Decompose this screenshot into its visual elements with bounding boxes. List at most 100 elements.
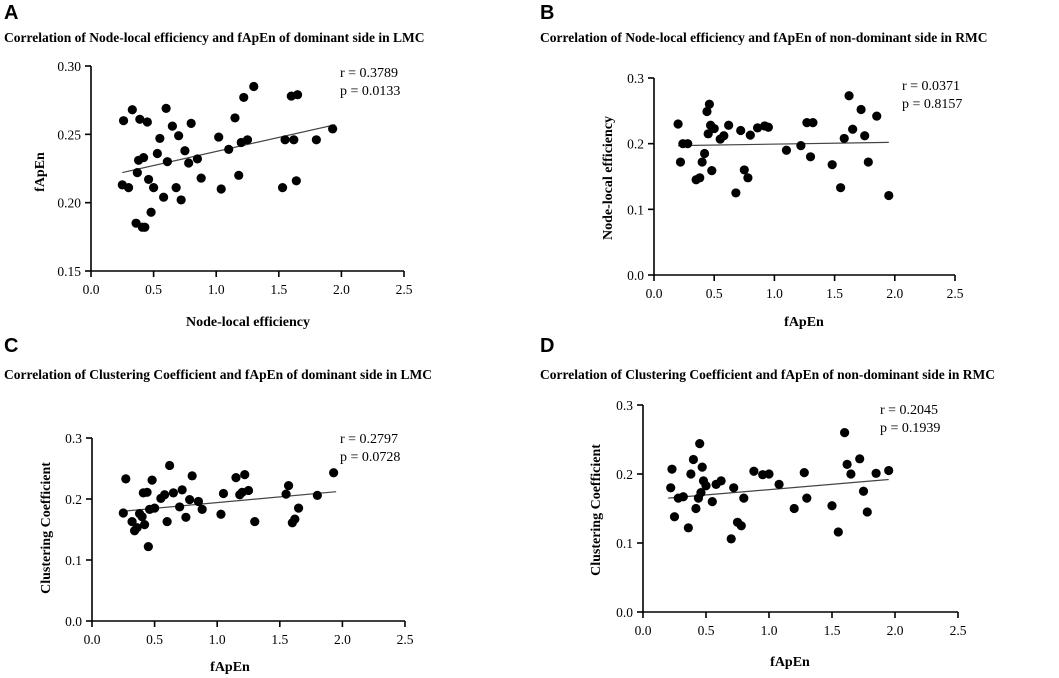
x-tick-label: 2.0 bbox=[886, 286, 903, 301]
y-tick-label: 0.1 bbox=[65, 553, 82, 568]
x-tick-label: 1.5 bbox=[824, 623, 841, 638]
data-point bbox=[675, 157, 686, 167]
r-value: r = 0.0371 bbox=[902, 79, 960, 94]
x-tick-label: 1.5 bbox=[270, 282, 287, 297]
data-point bbox=[846, 469, 856, 479]
data-point bbox=[808, 118, 818, 128]
data-point bbox=[142, 487, 152, 497]
data-point bbox=[132, 523, 142, 533]
data-point bbox=[176, 195, 186, 205]
x-tick-label: 0.0 bbox=[646, 286, 663, 301]
panel-title: Correlation of Node-local efficiency and… bbox=[540, 30, 988, 45]
data-point bbox=[250, 516, 260, 527]
data-point bbox=[181, 512, 191, 522]
regression-line bbox=[678, 141, 889, 147]
x-axis-label: fApEn bbox=[210, 660, 250, 675]
x-tick-label: 1.0 bbox=[209, 632, 226, 647]
data-point bbox=[277, 183, 288, 193]
x-tick-label: 0.5 bbox=[145, 282, 162, 297]
data-point bbox=[691, 503, 701, 514]
data-point bbox=[749, 466, 759, 476]
y-tick-label: 0.2 bbox=[616, 467, 633, 482]
data-point bbox=[292, 90, 303, 100]
data-point bbox=[243, 485, 254, 496]
data-point bbox=[291, 176, 301, 186]
x-tick-label: 2.0 bbox=[334, 632, 351, 647]
x-tick-label: 2.5 bbox=[396, 282, 413, 297]
data-point bbox=[848, 124, 858, 134]
data-point bbox=[175, 502, 185, 512]
data-point bbox=[872, 111, 882, 121]
data-point bbox=[159, 192, 169, 202]
data-point bbox=[739, 493, 749, 503]
data-point bbox=[701, 481, 711, 491]
data-point bbox=[231, 473, 241, 483]
data-point bbox=[118, 508, 128, 518]
data-point bbox=[185, 495, 195, 505]
y-tick-label: 0.3 bbox=[627, 71, 644, 86]
data-point bbox=[862, 507, 872, 517]
data-point bbox=[673, 119, 683, 129]
x-tick-label: 1.5 bbox=[826, 286, 843, 301]
data-point bbox=[184, 158, 194, 168]
x-tick-label: 0.5 bbox=[706, 286, 723, 301]
data-point bbox=[839, 133, 849, 144]
p-value: p = 0.1939 bbox=[880, 421, 940, 436]
data-point bbox=[683, 139, 693, 149]
data-point bbox=[132, 168, 142, 178]
data-point bbox=[192, 154, 203, 164]
data-point bbox=[844, 91, 854, 101]
data-point bbox=[146, 207, 156, 217]
data-point bbox=[855, 454, 865, 464]
data-point bbox=[836, 183, 846, 193]
panel-b: B Correlation of Node-local efficiency a… bbox=[540, 2, 988, 330]
data-point bbox=[802, 493, 812, 503]
data-point bbox=[140, 222, 150, 232]
data-point bbox=[162, 516, 172, 527]
data-point bbox=[293, 503, 304, 513]
y-tick-label: 0.2 bbox=[65, 492, 82, 507]
x-axis-label: fApEn bbox=[784, 315, 824, 330]
data-point bbox=[149, 183, 159, 193]
panel-d: D Correlation of Clustering Coefficient … bbox=[540, 335, 995, 670]
panel-letter: B bbox=[540, 2, 554, 24]
data-point bbox=[187, 471, 197, 481]
data-point bbox=[224, 144, 234, 154]
data-point bbox=[745, 130, 755, 140]
data-point bbox=[871, 468, 881, 478]
y-tick-label: 0.0 bbox=[627, 268, 644, 283]
x-tick-label: 1.0 bbox=[766, 286, 783, 301]
data-point bbox=[242, 135, 253, 145]
data-point bbox=[283, 480, 294, 491]
panel-c: C Correlation of Clustering Coefficient … bbox=[4, 335, 432, 675]
x-tick-label: 0.0 bbox=[83, 282, 100, 297]
data-point bbox=[763, 122, 773, 132]
data-point bbox=[796, 141, 806, 151]
y-tick-label: 0.1 bbox=[627, 202, 644, 217]
data-point bbox=[858, 486, 869, 496]
panel-letter: A bbox=[4, 2, 18, 24]
x-tick-label: 2.5 bbox=[397, 632, 414, 647]
data-point bbox=[724, 120, 734, 130]
data-point bbox=[729, 483, 739, 493]
data-point bbox=[150, 503, 160, 513]
data-point bbox=[196, 173, 206, 183]
data-point bbox=[699, 148, 710, 159]
x-tick-label: 2.0 bbox=[887, 623, 904, 638]
y-tick-label: 0.2 bbox=[627, 137, 644, 152]
data-point bbox=[716, 476, 726, 486]
x-axis-label: Node-local efficiency bbox=[186, 315, 310, 330]
data-point bbox=[193, 496, 204, 507]
data-point bbox=[707, 165, 717, 176]
data-point bbox=[168, 488, 178, 498]
data-point bbox=[827, 160, 837, 170]
data-point bbox=[856, 104, 866, 115]
data-point bbox=[863, 157, 873, 167]
y-tick-label: 0.3 bbox=[65, 431, 82, 446]
x-tick-label: 1.0 bbox=[208, 282, 225, 297]
data-point bbox=[249, 81, 259, 92]
y-tick-label: 0.30 bbox=[57, 59, 81, 74]
r-value: r = 0.2797 bbox=[340, 432, 398, 447]
data-point bbox=[280, 135, 290, 145]
